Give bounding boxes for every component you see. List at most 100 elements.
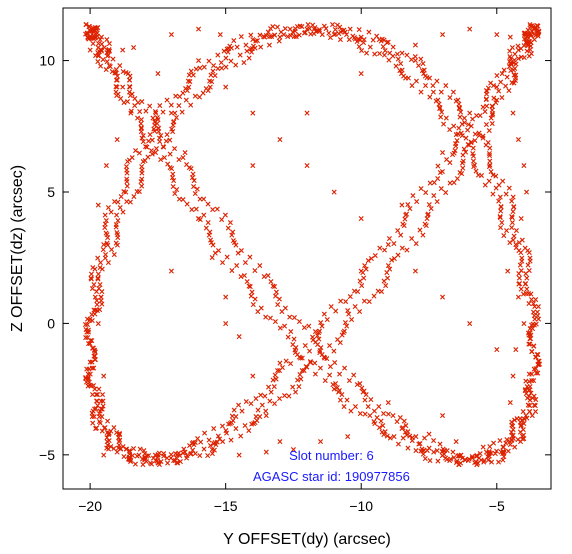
data-point: × bbox=[155, 450, 161, 461]
data-point: × bbox=[455, 451, 461, 462]
data-point: × bbox=[511, 434, 517, 445]
data-point: × bbox=[531, 311, 537, 322]
data-point: × bbox=[121, 187, 127, 198]
data-point: × bbox=[521, 319, 527, 330]
data-point: × bbox=[152, 117, 158, 128]
data-point: × bbox=[170, 127, 176, 138]
data-point: × bbox=[359, 46, 365, 57]
data-point: × bbox=[108, 442, 114, 453]
data-point: × bbox=[531, 364, 537, 375]
data-point: × bbox=[382, 427, 388, 438]
data-point: × bbox=[501, 66, 507, 77]
data-point: × bbox=[508, 59, 514, 70]
data-point: × bbox=[93, 390, 99, 401]
data-point: × bbox=[524, 285, 530, 296]
data-point: × bbox=[115, 230, 121, 241]
data-point: × bbox=[190, 71, 196, 82]
data-point: × bbox=[84, 364, 90, 375]
data-point: × bbox=[248, 30, 254, 41]
data-point: × bbox=[528, 31, 534, 42]
data-point: × bbox=[185, 76, 191, 87]
data-point: × bbox=[311, 25, 317, 36]
data-point: × bbox=[175, 459, 181, 470]
data-point: × bbox=[507, 238, 513, 249]
data-point: × bbox=[298, 375, 304, 386]
data-point: × bbox=[507, 52, 513, 63]
data-point: × bbox=[147, 130, 153, 141]
data-point: × bbox=[482, 181, 488, 192]
data-point: × bbox=[377, 423, 383, 434]
data-point: × bbox=[508, 54, 514, 65]
data-point: × bbox=[313, 338, 319, 349]
data-point: × bbox=[447, 456, 453, 467]
data-point: × bbox=[265, 27, 271, 38]
data-point: × bbox=[484, 101, 490, 112]
data-point: × bbox=[535, 308, 541, 319]
data-point: × bbox=[345, 432, 351, 443]
data-point: × bbox=[435, 174, 441, 185]
data-point: × bbox=[332, 29, 338, 40]
data-point: × bbox=[379, 287, 385, 298]
data-point: × bbox=[209, 238, 215, 249]
data-point: × bbox=[114, 82, 120, 93]
data-point: × bbox=[317, 346, 323, 357]
data-point: × bbox=[354, 37, 360, 48]
data-point: × bbox=[462, 114, 468, 125]
data-point: × bbox=[457, 452, 463, 463]
data-point: × bbox=[188, 164, 194, 175]
data-point: × bbox=[338, 396, 344, 407]
data-point: × bbox=[524, 414, 530, 425]
data-point: × bbox=[499, 69, 505, 80]
data-point: × bbox=[96, 39, 102, 50]
data-point: × bbox=[115, 197, 121, 208]
data-point: × bbox=[346, 376, 352, 387]
data-point: × bbox=[299, 22, 305, 33]
data-point: × bbox=[214, 438, 220, 449]
data-point: × bbox=[152, 121, 158, 132]
data-point: × bbox=[526, 392, 532, 403]
data-point: × bbox=[507, 32, 513, 43]
data-point: × bbox=[94, 296, 100, 307]
data-point: × bbox=[97, 47, 103, 58]
data-point: × bbox=[99, 412, 105, 423]
data-point: × bbox=[379, 428, 385, 439]
data-point: × bbox=[525, 246, 531, 257]
data-point: × bbox=[326, 28, 332, 39]
data-point: × bbox=[91, 25, 97, 36]
data-point: × bbox=[124, 166, 130, 177]
data-point: × bbox=[190, 438, 196, 449]
data-point: × bbox=[197, 451, 203, 462]
data-point: × bbox=[236, 332, 242, 343]
data-point: × bbox=[368, 395, 374, 406]
data-point: × bbox=[100, 401, 106, 412]
data-point: × bbox=[110, 55, 116, 66]
data-point: × bbox=[156, 460, 162, 471]
data-point: × bbox=[533, 407, 539, 418]
data-point: × bbox=[337, 338, 343, 349]
data-point: × bbox=[348, 406, 354, 417]
data-point: × bbox=[272, 282, 278, 293]
data-point: × bbox=[276, 295, 282, 306]
data-point: × bbox=[377, 243, 383, 254]
data-point: × bbox=[524, 37, 530, 48]
data-point: × bbox=[402, 428, 408, 439]
data-point: × bbox=[182, 448, 188, 459]
data-point: × bbox=[145, 153, 151, 164]
data-point: × bbox=[527, 382, 533, 393]
data-point: × bbox=[488, 114, 494, 125]
data-point: × bbox=[404, 50, 410, 61]
data-point: × bbox=[416, 440, 422, 451]
data-point: × bbox=[98, 296, 104, 307]
data-point: × bbox=[83, 29, 89, 40]
data-point: × bbox=[123, 444, 129, 455]
data-point: × bbox=[487, 160, 493, 171]
data-point: × bbox=[247, 282, 253, 293]
data-point: × bbox=[311, 29, 317, 40]
data-point: × bbox=[155, 123, 161, 134]
data-point: × bbox=[92, 23, 98, 34]
data-point: × bbox=[485, 452, 491, 463]
data-point: × bbox=[447, 93, 453, 104]
data-point: × bbox=[257, 30, 263, 41]
data-point: × bbox=[103, 216, 109, 227]
data-point: × bbox=[458, 107, 464, 118]
